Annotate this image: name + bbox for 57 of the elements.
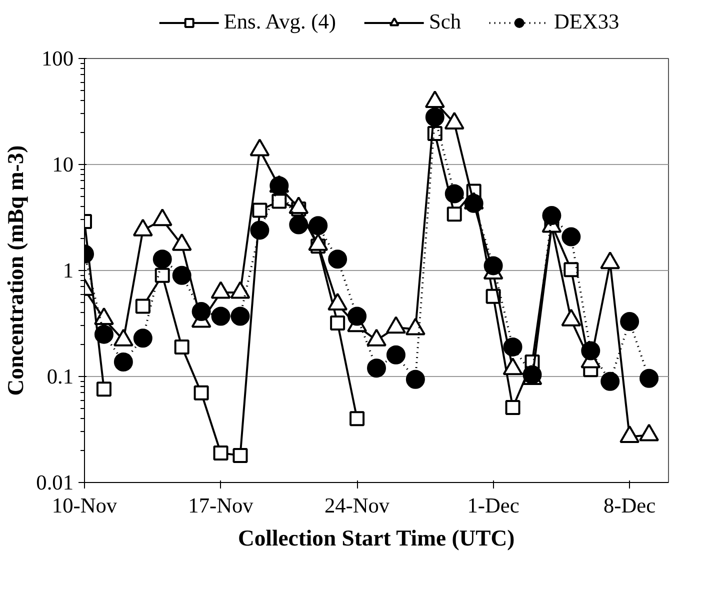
y-tick-label: 0.01 <box>36 470 74 494</box>
point <box>600 372 620 391</box>
point <box>425 108 444 127</box>
point <box>484 256 503 276</box>
y-tick-label: 10 <box>52 152 74 176</box>
point <box>581 341 600 360</box>
point <box>308 216 328 236</box>
point <box>152 250 172 269</box>
y-axis-title: Concentration (mBq m-3) <box>3 145 28 396</box>
point <box>133 328 152 348</box>
point <box>620 312 640 332</box>
x-tick-label: 8-Dec <box>604 494 656 518</box>
point <box>350 411 365 426</box>
point <box>252 202 268 218</box>
point <box>272 194 287 209</box>
point <box>446 206 462 222</box>
point <box>505 400 520 415</box>
point <box>503 337 522 356</box>
point <box>194 385 209 400</box>
point <box>406 370 425 389</box>
point <box>330 315 346 330</box>
point <box>94 324 114 344</box>
x-axis-title: Collection Start Time (UTC) <box>238 526 515 550</box>
point <box>444 184 464 204</box>
point <box>367 358 386 378</box>
point <box>542 206 562 226</box>
point <box>232 448 248 463</box>
point <box>154 268 170 283</box>
x-tick-label: 24-Nov <box>324 494 390 518</box>
point <box>230 306 250 326</box>
point <box>640 368 659 388</box>
point <box>328 250 348 269</box>
point <box>213 445 228 460</box>
x-tick-label: 1-Dec <box>467 494 520 518</box>
legend-label: DEX33 <box>554 10 620 34</box>
point <box>114 352 133 372</box>
x-tick-label: 10-Nov <box>52 494 118 518</box>
point <box>250 220 270 240</box>
point <box>289 215 308 234</box>
point <box>464 194 484 213</box>
y-tick-label: 100 <box>42 46 74 70</box>
legend-label: Ens. Avg. (4) <box>224 10 336 34</box>
point <box>96 382 112 397</box>
point <box>192 302 211 322</box>
point <box>172 266 192 285</box>
point <box>135 298 150 314</box>
point <box>348 306 367 326</box>
point <box>564 262 579 278</box>
y-tick-label: 0.1 <box>46 364 74 388</box>
legend-label: Sch <box>429 10 461 34</box>
point <box>211 306 230 326</box>
point <box>386 345 406 364</box>
y-tick-label: 1 <box>62 258 74 282</box>
point <box>174 339 190 354</box>
point <box>270 176 289 196</box>
x-tick-label: 17-Nov <box>188 494 254 518</box>
point <box>562 227 581 246</box>
